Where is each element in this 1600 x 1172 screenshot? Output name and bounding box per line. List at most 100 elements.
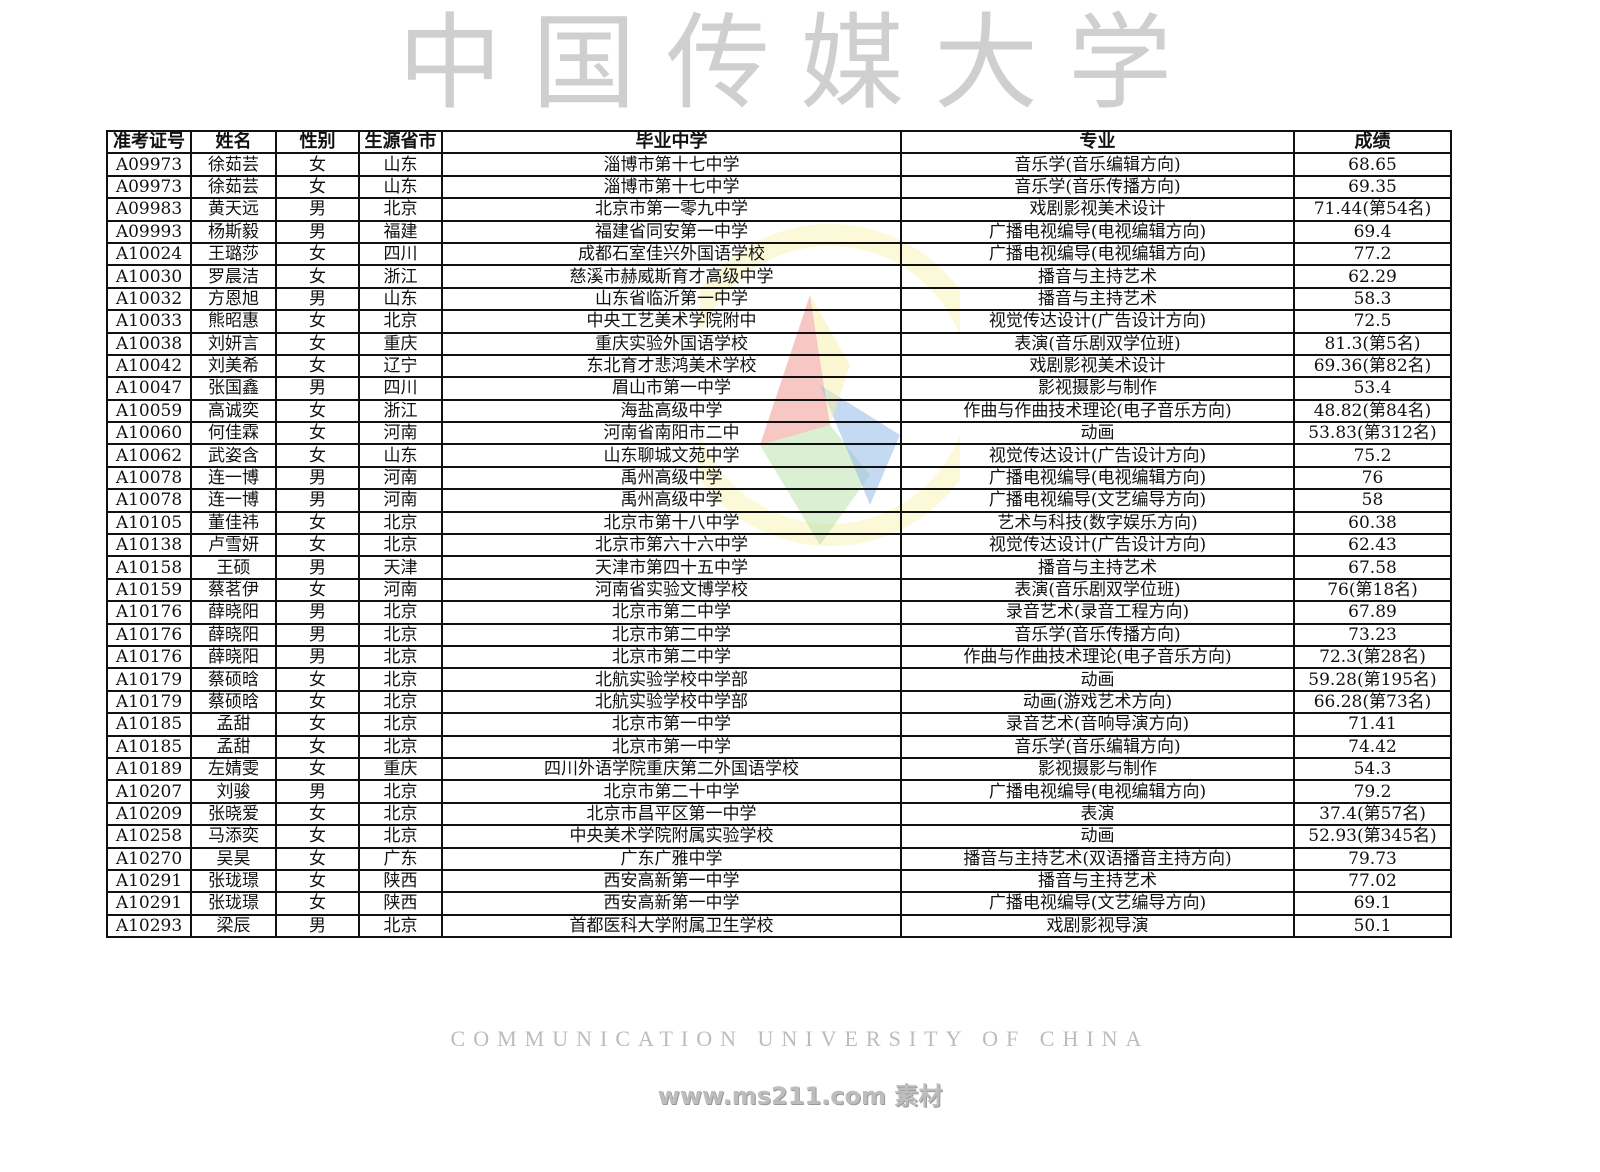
cell-major: 戏剧影视导演 — [900, 913, 1295, 939]
cell-score: 54.3 — [1293, 756, 1452, 782]
cell-gender: 女 — [275, 241, 360, 267]
cell-school: 禹州高级中学 — [441, 488, 902, 513]
cell-school: 北京市昌平区第一中学 — [441, 801, 902, 827]
table-row: A10033 熊昭惠女北京 中央工艺美术学院附中 视觉传达设计(广告设计方向) 72.5 — [106, 309, 1452, 334]
cell-score: 50.1 — [1293, 913, 1452, 939]
cell-major: 广播电视编导(电视编辑方向) — [900, 219, 1295, 244]
score-table: 准考证号 姓名 性别 生源省市 毕业中学 专业 成绩 A09973 徐茹芸女山东淄… — [106, 129, 1452, 939]
cell-province: 北京 — [358, 197, 443, 222]
cell-name: 徐茹芸 — [190, 152, 277, 177]
cell-gender: 女 — [275, 398, 360, 424]
cell-major: 播音与主持艺术 — [900, 286, 1295, 312]
cell-name: 熊昭惠 — [190, 309, 277, 334]
cell-school: 首都医科大学附属卫生学校 — [441, 913, 902, 939]
cell-exam-id: A10030 — [106, 264, 192, 289]
cell-province: 河南 — [358, 421, 443, 446]
cell-school: 广东广雅中学 — [441, 846, 902, 871]
cell-exam-id: A10179 — [106, 667, 192, 692]
cell-major: 广播电视编导(电视编辑方向) — [900, 779, 1295, 804]
cell-name: 蔡硕晗 — [190, 689, 277, 715]
cell-major: 戏剧影视美术设计 — [900, 353, 1295, 379]
cell-major: 影视摄影与制作 — [900, 756, 1295, 782]
cell-major: 广播电视编导(文艺编导方向) — [900, 891, 1295, 916]
cell-major: 播音与主持艺术(双语播音主持方向) — [900, 846, 1295, 871]
cell-major: 播音与主持艺术 — [900, 264, 1295, 289]
cell-gender: 男 — [275, 376, 360, 401]
cell-exam-id: A10291 — [106, 868, 192, 894]
table-row: A10179 蔡硕晗女北京 北航实验学校中学部 动画 59.28(第195名) — [106, 667, 1452, 692]
cell-province: 陕西 — [358, 891, 443, 916]
cell-province: 广东 — [358, 846, 443, 871]
cell-name: 徐茹芸 — [190, 174, 277, 200]
cell-province: 北京 — [358, 667, 443, 692]
cell-province: 山东 — [358, 174, 443, 200]
cell-province: 山东 — [358, 286, 443, 312]
cell-major: 音乐学(音乐编辑方向) — [900, 734, 1295, 759]
cell-score: 79.2 — [1293, 779, 1452, 804]
cell-major: 表演 — [900, 801, 1295, 827]
calligraphy-watermark: 中国传媒大学 — [397, 2, 1202, 124]
cell-score: 69.1 — [1293, 891, 1452, 916]
cell-score: 48.82(第84名) — [1293, 398, 1452, 424]
cell-name: 刘妍言 — [190, 331, 277, 356]
cell-province: 北京 — [358, 712, 443, 737]
cell-major: 作曲与作曲技术理论(电子音乐方向) — [900, 644, 1295, 670]
cell-province: 北京 — [358, 801, 443, 827]
cell-gender: 女 — [275, 734, 360, 759]
cell-gender: 男 — [275, 197, 360, 222]
table-row: A10291 张珑璟女陕西 西安高新第一中学 播音与主持艺术 77.02 — [106, 868, 1452, 894]
cell-name: 梁辰 — [190, 913, 277, 939]
cell-gender: 女 — [275, 331, 360, 356]
cell-gender: 男 — [275, 465, 360, 491]
cell-school: 北京市第二十中学 — [441, 779, 902, 804]
cell-major: 动画 — [900, 824, 1295, 849]
cell-school: 东北育才悲鸿美术学校 — [441, 353, 902, 379]
cell-school: 山东聊城文苑中学 — [441, 443, 902, 468]
site-watermark-text: www.ms211.com 素材 — [657, 1082, 943, 1110]
cell-name: 何佳霖 — [190, 421, 277, 446]
table-row: A10258 马添奕女北京 中央美术学院附属实验学校 动画 52.93(第345名) — [106, 824, 1452, 849]
cell-gender: 女 — [275, 712, 360, 737]
cell-major: 广播电视编导(文艺编导方向) — [900, 488, 1295, 513]
cell-exam-id: A10270 — [106, 846, 192, 871]
cell-gender: 男 — [275, 488, 360, 513]
table-row: A10291 张珑璟女陕西 西安高新第一中学 广播电视编导(文艺编导方向) 69.1 — [106, 891, 1452, 916]
cell-gender: 男 — [275, 622, 360, 648]
cell-school: 四川外语学院重庆第二外国语学校 — [441, 756, 902, 782]
header-school: 毕业中学 — [441, 129, 902, 155]
cell-score: 76(第18名) — [1293, 577, 1452, 603]
cell-gender: 男 — [275, 644, 360, 670]
cell-exam-id: A09993 — [106, 219, 192, 244]
cell-name: 连一博 — [190, 488, 277, 513]
cell-score: 62.43 — [1293, 533, 1452, 558]
cell-name: 薛晓阳 — [190, 644, 277, 670]
cell-exam-id: A10038 — [106, 331, 192, 356]
cell-school: 北京市第二中学 — [441, 622, 902, 648]
cell-score: 66.28(第73名) — [1293, 689, 1452, 715]
cell-major: 表演(音乐剧双学位班) — [900, 577, 1295, 603]
cell-exam-id: A10176 — [106, 600, 192, 625]
table-row: A10293 梁辰男北京 首都医科大学附属卫生学校 戏剧影视导演 50.1 — [106, 913, 1452, 939]
cell-exam-id: A10176 — [106, 622, 192, 648]
table-row: A10060 何佳霖女河南 河南省南阳市二中 动画 53.83(第312名) — [106, 421, 1452, 446]
table-row: A10047 张国鑫男四川 眉山市第一中学 影视摄影与制作 53.4 — [106, 376, 1452, 401]
cell-exam-id: A09973 — [106, 152, 192, 177]
cell-name: 吴昊 — [190, 846, 277, 871]
cell-school: 北京市第二中学 — [441, 644, 902, 670]
cell-school: 北京市第六十六中学 — [441, 533, 902, 558]
cell-score: 71.41 — [1293, 712, 1452, 737]
cell-province: 福建 — [358, 219, 443, 244]
cell-name: 蔡茗伊 — [190, 577, 277, 603]
cell-province: 山东 — [358, 443, 443, 468]
cell-exam-id: A10176 — [106, 644, 192, 670]
cell-exam-id: A10060 — [106, 421, 192, 446]
table-row: A10078 连一博男河南 禹州高级中学 广播电视编导(电视编辑方向) 76 — [106, 465, 1452, 491]
table-row: A10270 吴昊女广东 广东广雅中学 播音与主持艺术(双语播音主持方向) 79.73 — [106, 846, 1452, 871]
cell-province: 重庆 — [358, 756, 443, 782]
cell-province: 北京 — [358, 644, 443, 670]
table-row: A10038 刘妍言女重庆 重庆实验外国语学校 表演(音乐剧双学位班) 81.3(第5名… — [106, 331, 1452, 356]
cell-province: 北京 — [358, 622, 443, 648]
cell-school: 慈溪市赫威斯育才高级中学 — [441, 264, 902, 289]
cell-province: 河南 — [358, 577, 443, 603]
table-row: A09973 徐茹芸女山东 淄博市第十七中学 音乐学(音乐传播方向) 69.35 — [106, 174, 1452, 200]
